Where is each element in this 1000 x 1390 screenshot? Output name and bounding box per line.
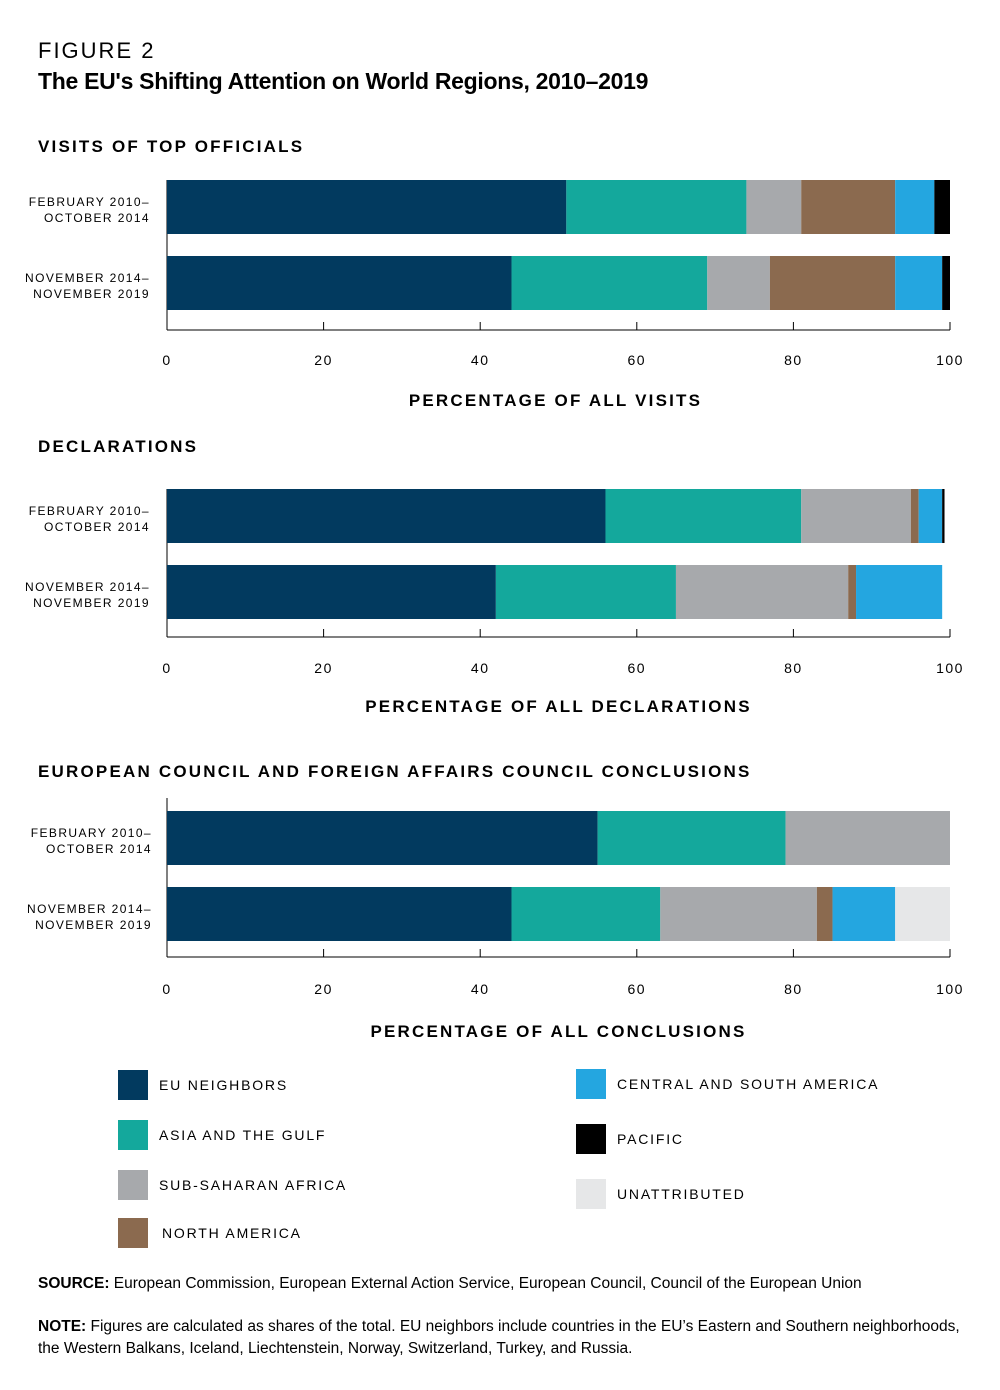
chart-title-declarations: DECLARATIONS [38, 437, 199, 456]
legend-label: SUB-SAHARAN AFRICA [159, 1177, 347, 1193]
x-axis-title: PERCENTAGE OF ALL CONCLUSIONS [370, 1022, 746, 1041]
bar-segment-asia-and-the-gulf [511, 887, 661, 941]
x-tick-label: 80 [784, 981, 803, 997]
x-tick-label: 60 [628, 981, 647, 997]
x-tick-label: 60 [628, 660, 647, 676]
bar-segment-sub-saharan-africa [785, 811, 950, 865]
bar-segment-eu-neighbors [167, 887, 512, 941]
bar-segment-eu-neighbors [167, 565, 496, 619]
bar-segment-unattributed [895, 887, 950, 941]
x-tick-label: 40 [471, 660, 490, 676]
category-label: NOVEMBER 2014– [25, 580, 150, 594]
bar-segment-pacific [934, 180, 950, 234]
bar-segment-asia-and-the-gulf [495, 565, 676, 619]
chart-title-visits: VISITS OF TOP OFFICIALS [38, 137, 305, 156]
category-label: NOVEMBER 2019 [35, 918, 152, 932]
x-tick-label: 60 [628, 352, 647, 368]
category-label: FEBRUARY 2010– [29, 504, 150, 518]
category-label: NOVEMBER 2014– [25, 271, 150, 285]
bar-segment-central-and-south-america [832, 887, 896, 941]
bar-segment-central-and-south-america [895, 180, 935, 234]
bar-segment-north-america [816, 887, 833, 941]
x-tick-label: 80 [784, 660, 803, 676]
bar-segment-eu-neighbors [167, 180, 567, 234]
x-tick-label: 100 [936, 660, 964, 676]
category-label: OCTOBER 2014 [46, 842, 152, 856]
legend-label: EU NEIGHBORS [159, 1077, 288, 1093]
figure-label: FIGURE 2 [38, 38, 156, 63]
source-label: SOURCE: [38, 1275, 110, 1292]
x-tick-label: 0 [162, 981, 171, 997]
bar-segment-asia-and-the-gulf [605, 489, 802, 543]
legend-swatch [576, 1179, 606, 1209]
legend-label: NORTH AMERICA [162, 1225, 302, 1241]
legend-label: PACIFIC [617, 1131, 684, 1147]
x-tick-label: 0 [162, 660, 171, 676]
category-label: FEBRUARY 2010– [29, 195, 150, 209]
category-label: FEBRUARY 2010– [31, 826, 152, 840]
legend-swatch [118, 1070, 148, 1100]
bar-segment-eu-neighbors [167, 811, 598, 865]
legend-swatch [576, 1069, 606, 1099]
note: NOTE: Figures are calculated as shares o… [38, 1316, 968, 1360]
bar-segment-sub-saharan-africa [707, 256, 770, 310]
category-label: OCTOBER 2014 [44, 520, 150, 534]
legend-swatch [118, 1218, 148, 1248]
category-label: OCTOBER 2014 [44, 211, 150, 225]
x-tick-label: 20 [314, 660, 333, 676]
bar-segment-eu-neighbors [167, 256, 512, 310]
bar-segment-pacific [942, 256, 950, 310]
x-tick-label: 80 [784, 352, 803, 368]
legend-label: UNATTRIBUTED [617, 1186, 746, 1202]
source: SOURCE: European Commission, European Ex… [38, 1273, 968, 1295]
bar-segment-asia-and-the-gulf [597, 811, 786, 865]
legend-label: ASIA AND THE GULF [159, 1127, 327, 1143]
bar-segment-central-and-south-america [856, 565, 943, 619]
bar-segment-sub-saharan-africa [746, 180, 802, 234]
bar-segment-pacific [942, 489, 945, 543]
x-tick-label: 100 [936, 981, 964, 997]
bar-segment-central-and-south-america [918, 489, 943, 543]
bar-segment-eu-neighbors [167, 489, 606, 543]
note-label: NOTE: [38, 1318, 87, 1335]
bar-segment-sub-saharan-africa [660, 887, 817, 941]
note-text: Figures are calculated as shares of the … [38, 1318, 960, 1357]
bar-segment-north-america [848, 565, 857, 619]
legend-swatch [576, 1124, 606, 1154]
category-label: NOVEMBER 2019 [33, 596, 150, 610]
x-tick-label: 40 [471, 981, 490, 997]
x-tick-label: 20 [314, 352, 333, 368]
bar-segment-north-america [910, 489, 919, 543]
bar-segment-sub-saharan-africa [801, 489, 911, 543]
x-axis-title: PERCENTAGE OF ALL VISITS [409, 391, 702, 410]
legend-swatch [118, 1170, 148, 1200]
figure-title: The EU's Shifting Attention on World Reg… [38, 68, 649, 94]
category-label: NOVEMBER 2014– [27, 902, 152, 916]
legend-label: CENTRAL AND SOUTH AMERICA [617, 1076, 880, 1092]
x-tick-label: 20 [314, 981, 333, 997]
bar-segment-north-america [769, 256, 896, 310]
x-tick-label: 40 [471, 352, 490, 368]
source-text: European Commission, European External A… [109, 1275, 862, 1292]
x-axis-title: PERCENTAGE OF ALL DECLARATIONS [365, 697, 752, 716]
legend-swatch [118, 1120, 148, 1150]
x-tick-label: 100 [936, 352, 964, 368]
bar-segment-sub-saharan-africa [675, 565, 849, 619]
bar-segment-north-america [801, 180, 896, 234]
chart-title-conclusions: EUROPEAN COUNCIL AND FOREIGN AFFAIRS COU… [38, 762, 752, 781]
category-label: NOVEMBER 2019 [33, 287, 150, 301]
bar-segment-central-and-south-america [895, 256, 943, 310]
bar-segment-asia-and-the-gulf [511, 256, 708, 310]
bar-segment-asia-and-the-gulf [566, 180, 747, 234]
x-tick-label: 0 [162, 352, 171, 368]
